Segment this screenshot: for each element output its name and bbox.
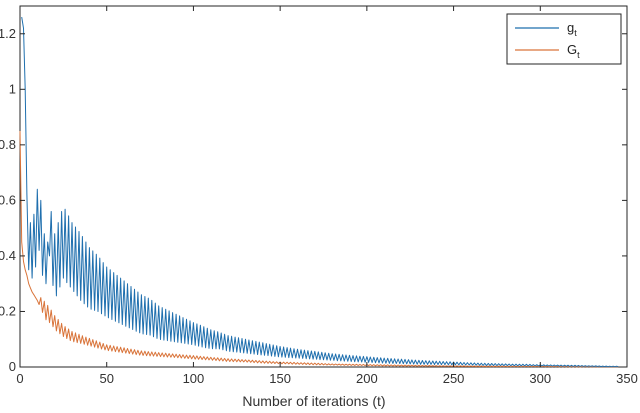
x-tick-label: 250 xyxy=(443,371,465,386)
legend-entry-label: Gt xyxy=(567,42,580,60)
legend-entry-label: gt xyxy=(567,20,577,38)
series-line-gt xyxy=(21,17,619,368)
x-axis-title: Number of iterations (t) xyxy=(242,393,385,409)
series-layer xyxy=(19,17,619,368)
y-tick-label: 0.8 xyxy=(0,137,16,152)
series-line-gt xyxy=(19,130,619,368)
axis-ticks: 0 50 100 150 200 250 300 350 0 0.2 0.4 0.6 0.8 1 1.2 xyxy=(0,6,638,386)
x-tick-label: 200 xyxy=(356,371,378,386)
x-tick-label: 150 xyxy=(269,371,291,386)
y-tick-label: 1 xyxy=(9,81,16,96)
y-tick-label: 0.2 xyxy=(0,303,16,318)
x-tick-label: 350 xyxy=(616,371,638,386)
x-tick-label: 50 xyxy=(99,371,113,386)
x-tick-label: 0 xyxy=(16,371,23,386)
y-tick-label: 0.4 xyxy=(0,248,16,263)
x-tick-label: 100 xyxy=(183,371,205,386)
x-tick-label: 300 xyxy=(529,371,551,386)
y-tick-label: 0 xyxy=(9,359,16,374)
legend: gt Gt xyxy=(506,13,622,65)
y-tick-label: 1.2 xyxy=(0,26,16,41)
legend-box xyxy=(506,13,622,65)
y-tick-label: 0.6 xyxy=(0,192,16,207)
